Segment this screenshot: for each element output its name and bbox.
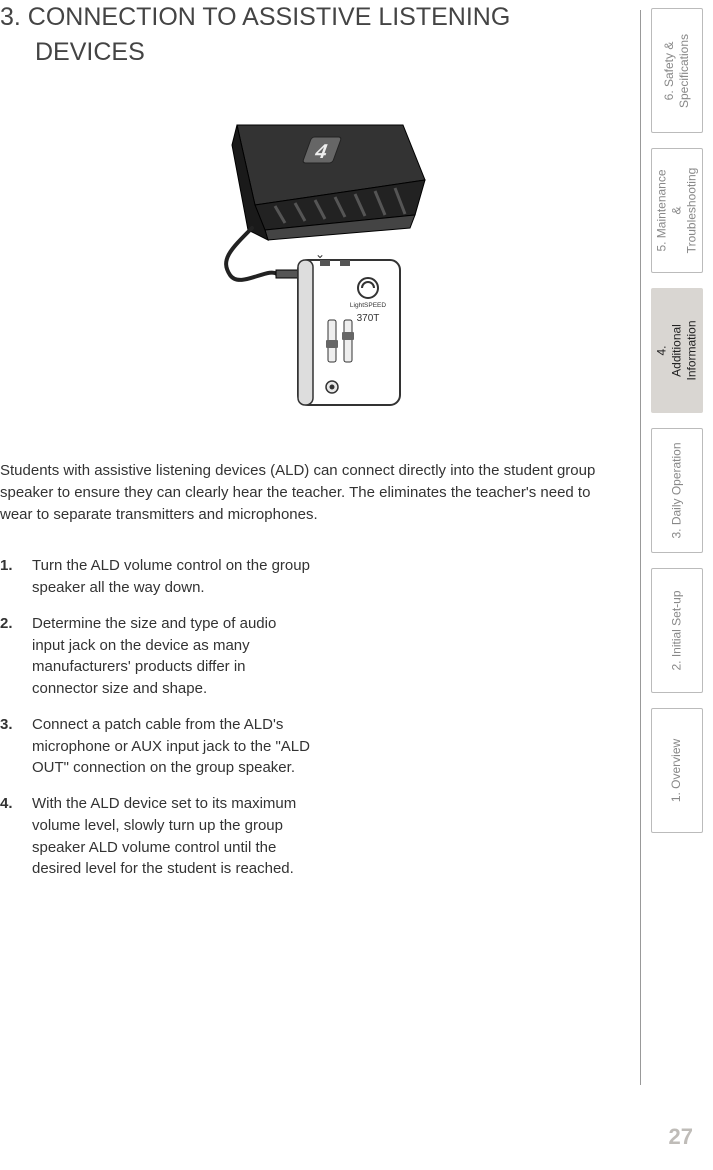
main-column: 3. CONNECTION TO ASSISTIVE LISTENING DEV… (0, 0, 640, 1095)
step-item: 3. Connect a patch cable from the ALD's … (0, 714, 310, 779)
step-item: 1. Turn the ALD volume control on the gr… (0, 555, 310, 599)
tab-label: 3. Daily Operation (670, 442, 685, 538)
intro-paragraph: Students with assistive listening device… (0, 460, 620, 525)
step-text: Connect a patch cable from the ALD's mic… (32, 714, 310, 779)
receiver-brand-label: LightSPEED (350, 302, 386, 309)
tab-additional-info[interactable]: 4. Additional Information (651, 288, 703, 413)
section-title: 3. CONNECTION TO ASSISTIVE LISTENING DEV… (35, 0, 620, 70)
tab-label: 2. Initial Set-up (670, 590, 685, 670)
tab-label: 1. Overview (670, 739, 685, 802)
step-number: 2. (0, 613, 32, 700)
product-figure: 4 ⌄ (0, 100, 620, 420)
step-text: Turn the ALD volume control on the group… (32, 555, 310, 599)
jack-indicator: ⌄ (315, 247, 325, 261)
step-text: With the ALD device set to its maximum v… (32, 793, 310, 880)
tab-maintenance[interactable]: 5. Maintenance & Troubleshooting (651, 148, 703, 273)
tab-initial-setup[interactable]: 2. Initial Set-up (651, 568, 703, 693)
audio-plug-body (276, 270, 298, 278)
device-illustration: 4 ⌄ (160, 110, 460, 410)
page-number: 27 (669, 1124, 693, 1150)
step-number: 3. (0, 714, 32, 779)
tab-overview[interactable]: 1. Overview (651, 708, 703, 833)
receiver-model-label: 370T (357, 313, 380, 324)
tab-label: 5. Maintenance & Troubleshooting (655, 168, 700, 254)
tab-label: 4. Additional Information (655, 320, 700, 380)
tab-daily-operation[interactable]: 3. Daily Operation (651, 428, 703, 553)
page-content: 3. CONNECTION TO ASSISTIVE LISTENING DEV… (0, 0, 713, 1095)
steps-list: 1. Turn the ALD volume control on the gr… (0, 555, 310, 880)
step-item: 4. With the ALD device set to its maximu… (0, 793, 310, 880)
step-number: 4. (0, 793, 32, 880)
step-number: 1. (0, 555, 32, 599)
step-item: 2. Determine the size and type of audio … (0, 613, 310, 700)
tab-safety[interactable]: 6. Safety & Specifications (651, 8, 703, 133)
speaker-device: 4 (232, 125, 425, 240)
section-tabs: 1. Overview 2. Initial Set-up 3. Daily O… (641, 0, 713, 1095)
receiver-device: LightSPEED 370T (298, 260, 400, 405)
step-text: Determine the size and type of audio inp… (32, 613, 310, 700)
tab-label: 6. Safety & Specifications (662, 33, 692, 107)
